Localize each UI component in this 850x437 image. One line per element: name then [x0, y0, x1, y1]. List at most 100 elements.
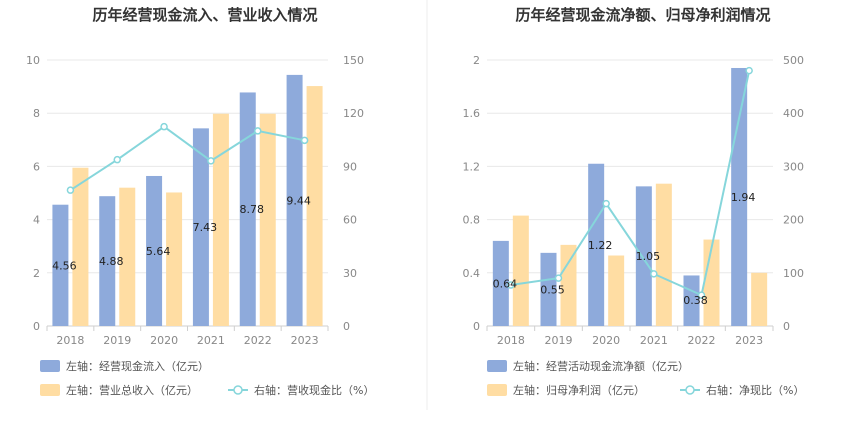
bar-secondary — [703, 239, 720, 326]
right-axis-tick-label: 0 — [783, 320, 790, 333]
x-axis-tick-label: 2023 — [735, 334, 763, 347]
x-axis-tick-label: 2018 — [56, 334, 84, 347]
bar-secondary — [72, 167, 89, 326]
bar-data-label: 1.94 — [731, 191, 756, 204]
ratio-point — [254, 127, 262, 135]
ratio-point — [160, 122, 168, 131]
left-axis-tick-label: 0 — [473, 320, 480, 333]
legend-label: 左轴：归母净利润（亿元） — [513, 383, 645, 397]
ratio-point — [207, 157, 215, 165]
ratio-point — [66, 186, 75, 194]
bar-data-label: 0.38 — [683, 294, 708, 307]
left-axis-tick-label: 2 — [33, 267, 40, 280]
chart-title: 历年经营现金流净额、归母净利润情况 — [515, 6, 770, 24]
right-axis-tick-label: 30 — [343, 267, 357, 280]
x-axis-tick-label: 2019 — [103, 334, 131, 347]
bar-primary — [492, 240, 509, 326]
ratio-line — [69, 125, 305, 192]
bar-secondary — [306, 86, 323, 327]
ratio-point — [602, 199, 610, 208]
left-axis-tick-label: 0 — [33, 320, 40, 333]
right-axis-tick-label: 90 — [343, 160, 357, 173]
legend-label: 左轴：经营活动现金流净额（亿元） — [513, 359, 689, 373]
bar-secondary — [751, 272, 768, 326]
left-axis-tick-label: 8 — [33, 107, 40, 120]
bar-data-label: 1.22 — [588, 239, 613, 252]
right-axis-tick-label: 300 — [783, 160, 804, 173]
right-axis-tick-label: 500 — [783, 54, 804, 67]
left-axis-tick-label: 1.6 — [463, 107, 481, 120]
bar-secondary — [512, 215, 529, 326]
bar-primary — [52, 204, 69, 326]
left-axis-tick-label: 6 — [33, 160, 40, 173]
ratio-point — [650, 270, 658, 278]
right-axis-tick-label: 120 — [343, 107, 364, 120]
ratio-point — [113, 155, 121, 164]
bar-data-label: 7.43 — [193, 221, 218, 234]
right-axis-tick-label: 200 — [783, 214, 804, 227]
legend-label: 右轴：营收现金比（%） — [254, 383, 374, 397]
bar-data-label: 1.05 — [636, 250, 661, 263]
legend-swatch — [487, 384, 507, 396]
bar-data-label: 4.88 — [99, 255, 124, 268]
bar-primary — [99, 196, 116, 326]
bar-secondary — [655, 183, 672, 326]
legend-swatch — [487, 360, 507, 372]
bar-data-label: 0.55 — [540, 283, 565, 296]
bar-primary — [239, 92, 256, 327]
legend-marker — [233, 385, 243, 395]
bar-primary — [146, 175, 163, 326]
ratio-point — [697, 291, 706, 299]
bar-secondary — [212, 113, 229, 327]
bar-primary — [540, 252, 557, 326]
bar-secondary — [166, 192, 183, 326]
bar-primary — [192, 128, 209, 326]
legend-label: 右轴：净现比（%） — [706, 383, 804, 397]
bar-primary — [635, 186, 652, 326]
right-axis-tick-label: 60 — [343, 214, 357, 227]
bar-secondary — [560, 244, 577, 326]
bar-secondary — [608, 255, 625, 326]
x-axis-tick-label: 2018 — [497, 334, 525, 347]
bar-data-label: 9.44 — [286, 194, 311, 207]
x-axis-tick-label: 2022 — [244, 334, 272, 347]
x-axis-tick-label: 2022 — [688, 334, 716, 347]
right-axis-tick-label: 400 — [783, 107, 804, 120]
left-axis-tick-label: 10 — [26, 54, 40, 67]
x-axis-tick-label: 2020 — [592, 334, 620, 347]
legend-label: 左轴：营业总收入（亿元） — [66, 383, 198, 397]
bar-primary — [588, 163, 605, 326]
bar-data-label: 4.56 — [52, 259, 77, 272]
left-axis-tick-label: 1.2 — [463, 160, 481, 173]
left-axis-tick-label: 4 — [33, 214, 40, 227]
cash-net-profit-chart: 历年经营现金流净额、归母净利润情况 0 0.4 0.8 1.2 1.6 2 0 100 200 30… — [463, 6, 805, 397]
x-axis-tick-label: 2023 — [291, 334, 319, 347]
x-axis-tick-label: 2019 — [545, 334, 573, 347]
legend-marker — [685, 385, 695, 395]
right-axis-tick-label: 150 — [343, 54, 364, 67]
left-axis-tick-label: 0.8 — [463, 214, 481, 227]
ratio-point — [507, 281, 515, 289]
ratio-point — [745, 66, 753, 75]
ratio-point — [554, 274, 563, 282]
bar-data-label: 8.78 — [240, 203, 265, 216]
cash-inflow-revenue-chart: 历年经营现金流入、营业收入情况 0 2 4 6 8 10 0 30 60 90 120 150 2018 2… — [26, 6, 374, 397]
x-axis-tick-label: 2021 — [197, 334, 225, 347]
right-axis-tick-label: 100 — [783, 267, 804, 280]
left-axis-tick-label: 2 — [473, 54, 480, 67]
chart-title: 历年经营现金流入、营业收入情况 — [92, 6, 317, 24]
legend-label: 左轴：经营现金流入（亿元） — [66, 359, 209, 373]
bar-data-label: 0.64 — [493, 277, 518, 290]
x-axis-tick-label: 2021 — [640, 334, 668, 347]
bar-secondary — [259, 113, 276, 327]
left-axis-tick-label: 0.4 — [463, 267, 481, 280]
x-axis-tick-label: 2020 — [150, 334, 178, 347]
legend-swatch — [40, 360, 60, 372]
ratio-line — [510, 70, 751, 297]
bar-data-label: 5.64 — [146, 245, 171, 258]
ratio-point — [300, 136, 309, 145]
bar-secondary — [119, 187, 136, 326]
legend-swatch — [40, 384, 60, 396]
right-axis-tick-label: 0 — [343, 320, 350, 333]
